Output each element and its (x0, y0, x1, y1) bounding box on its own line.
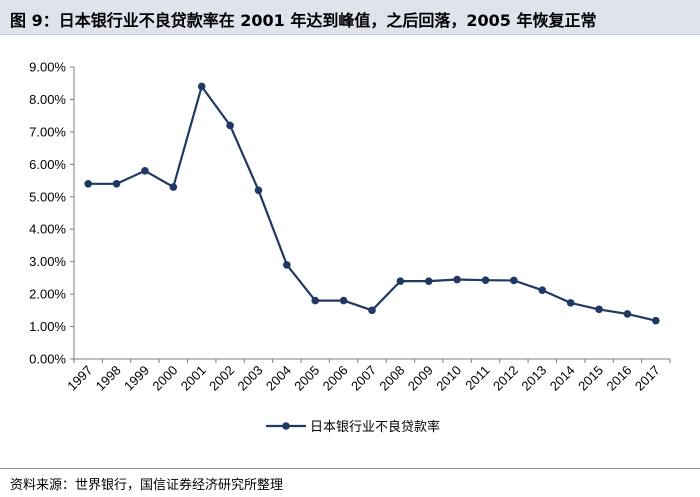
x-tick-label: 2009 (405, 363, 436, 394)
y-tick-label: 0.00% (29, 352, 66, 367)
y-tick-label: 2.00% (29, 287, 66, 302)
legend-label: 日本银行业不良贷款率 (310, 419, 440, 435)
data-point (566, 299, 575, 307)
x-tick-label: 1999 (121, 363, 152, 394)
data-point (453, 275, 461, 284)
data-point (197, 82, 206, 91)
source-divider (0, 468, 700, 469)
x-tick-label: 2015 (575, 363, 606, 394)
y-tick-label: 1.00% (29, 319, 66, 334)
x-tick-label: 2016 (603, 363, 634, 394)
data-point (368, 306, 376, 315)
data-point (652, 316, 660, 325)
y-tick-label: 4.00% (29, 222, 66, 237)
source-note: 资料来源：世界银行，国信证券经济研究所整理 (10, 478, 284, 493)
y-tick-label: 9.00% (29, 60, 66, 75)
x-tick-label: 2014 (547, 363, 578, 394)
x-tick-label: 2002 (206, 363, 237, 394)
x-tick-label: 2010 (433, 363, 464, 394)
line-chart: 0.00% 1.00% 2.00% 3.00% 4.00% 5.00% 6.00% 7.00%… (29, 60, 671, 435)
x-tick-label: 2004 (263, 363, 294, 394)
data-point (595, 305, 603, 314)
y-tick-label: 5.00% (29, 189, 66, 204)
x-tick-label: 2005 (291, 363, 322, 394)
y-tick-label: 8.00% (29, 92, 66, 107)
x-tick-label: 2013 (518, 363, 549, 394)
data-point (339, 296, 348, 305)
data-point (112, 180, 121, 188)
data-point (226, 121, 234, 130)
x-tick-label: 1997 (64, 363, 95, 394)
series-line (88, 85, 657, 322)
x-tick-label: 2001 (178, 363, 209, 394)
x-tick-label: 2011 (462, 363, 492, 393)
data-point (481, 276, 490, 284)
figure-title: 图 9：日本银行业不良贷款率在 2001 年达到峰值，之后回落，2005 年恢复… (10, 11, 597, 30)
data-point (623, 310, 632, 318)
data-point (141, 167, 149, 175)
data-point (84, 180, 92, 188)
y-tick-label: 3.00% (29, 254, 66, 269)
x-tick-label: 2003 (235, 363, 266, 394)
x-tick-label: 2017 (632, 363, 663, 394)
legend-marker (282, 422, 290, 430)
data-point (283, 261, 291, 269)
data-point (311, 296, 320, 305)
x-tick-label: 2008 (376, 363, 407, 394)
data-point (538, 286, 547, 295)
x-tick-label: 2012 (490, 363, 521, 394)
data-point (510, 276, 518, 285)
x-tick-label: 2006 (320, 363, 351, 394)
data-point (396, 277, 405, 285)
y-tick-label: 7.00% (29, 124, 66, 139)
data-point (424, 277, 433, 285)
y-tick-label: 6.00% (29, 157, 66, 172)
title-bar: 图 9：日本银行业不良贷款率在 2001 年达到峰值，之后回落，2005 年恢复… (0, 0, 700, 35)
data-point (169, 183, 178, 191)
x-tick-label: 2007 (348, 363, 379, 394)
x-tick-label: 1998 (93, 363, 124, 394)
x-tick-label: 2000 (149, 363, 180, 394)
data-point (254, 186, 263, 195)
